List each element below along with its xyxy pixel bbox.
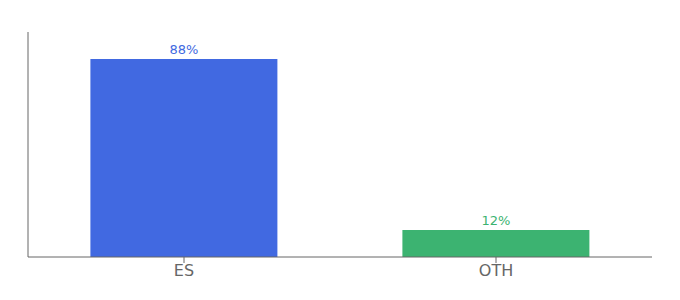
svg-text:OTH: OTH bbox=[479, 261, 513, 280]
svg-text:ES: ES bbox=[174, 261, 194, 280]
svg-text:88%: 88% bbox=[169, 42, 198, 57]
svg-text:12%: 12% bbox=[481, 213, 510, 228]
